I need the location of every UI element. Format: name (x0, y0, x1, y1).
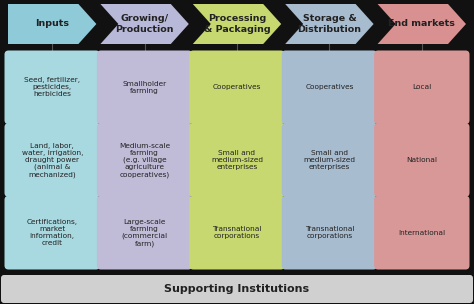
FancyBboxPatch shape (374, 196, 470, 270)
Text: Storage &
Distribution: Storage & Distribution (297, 14, 361, 34)
Text: National: National (406, 157, 438, 163)
Text: Medium-scale
farming
(e.g. village
agriculture
cooperatives): Medium-scale farming (e.g. village agric… (119, 143, 170, 178)
Text: Supporting Institutions: Supporting Institutions (164, 284, 310, 294)
Text: Small and
medium-sized
enterprises: Small and medium-sized enterprises (211, 150, 263, 170)
Polygon shape (8, 4, 96, 44)
FancyBboxPatch shape (4, 123, 100, 197)
FancyBboxPatch shape (189, 50, 285, 124)
Text: Cooperatives: Cooperatives (305, 84, 354, 90)
FancyBboxPatch shape (97, 196, 192, 270)
Text: Local: Local (412, 84, 431, 90)
Text: Certifications,
market
information,
credit: Certifications, market information, cred… (27, 219, 78, 246)
Text: Seed, fertilizer,
pesticides,
herbicides: Seed, fertilizer, pesticides, herbicides (24, 77, 80, 97)
Polygon shape (193, 4, 281, 44)
Text: Smallholder
farming: Smallholder farming (123, 81, 167, 94)
FancyBboxPatch shape (282, 196, 377, 270)
Text: Cooperatives: Cooperatives (213, 84, 261, 90)
FancyBboxPatch shape (189, 196, 285, 270)
FancyBboxPatch shape (1, 275, 473, 303)
FancyBboxPatch shape (189, 123, 285, 197)
Text: End markets: End markets (388, 19, 455, 29)
Text: Inputs: Inputs (35, 19, 69, 29)
FancyBboxPatch shape (4, 196, 100, 270)
Text: Land, labor,
water, irrigation,
draught power
(animal &
mechanized): Land, labor, water, irrigation, draught … (21, 143, 83, 178)
Text: Transnational
corporations: Transnational corporations (212, 226, 262, 239)
Text: Processing
& Packaging: Processing & Packaging (204, 14, 270, 34)
Text: Growing/
Production: Growing/ Production (115, 14, 174, 34)
FancyBboxPatch shape (4, 50, 100, 124)
FancyBboxPatch shape (97, 50, 192, 124)
Text: International: International (398, 230, 446, 236)
Text: Small and
medium-sized
enterprises: Small and medium-sized enterprises (303, 150, 356, 170)
FancyBboxPatch shape (374, 123, 470, 197)
Polygon shape (378, 4, 466, 44)
Text: Transnational
corporations: Transnational corporations (305, 226, 354, 239)
Polygon shape (285, 4, 374, 44)
Polygon shape (100, 4, 189, 44)
FancyBboxPatch shape (282, 50, 377, 124)
Text: Large-scale
farming
(commercial
farm): Large-scale farming (commercial farm) (121, 219, 168, 247)
FancyBboxPatch shape (282, 123, 377, 197)
FancyBboxPatch shape (374, 50, 470, 124)
FancyBboxPatch shape (97, 123, 192, 197)
